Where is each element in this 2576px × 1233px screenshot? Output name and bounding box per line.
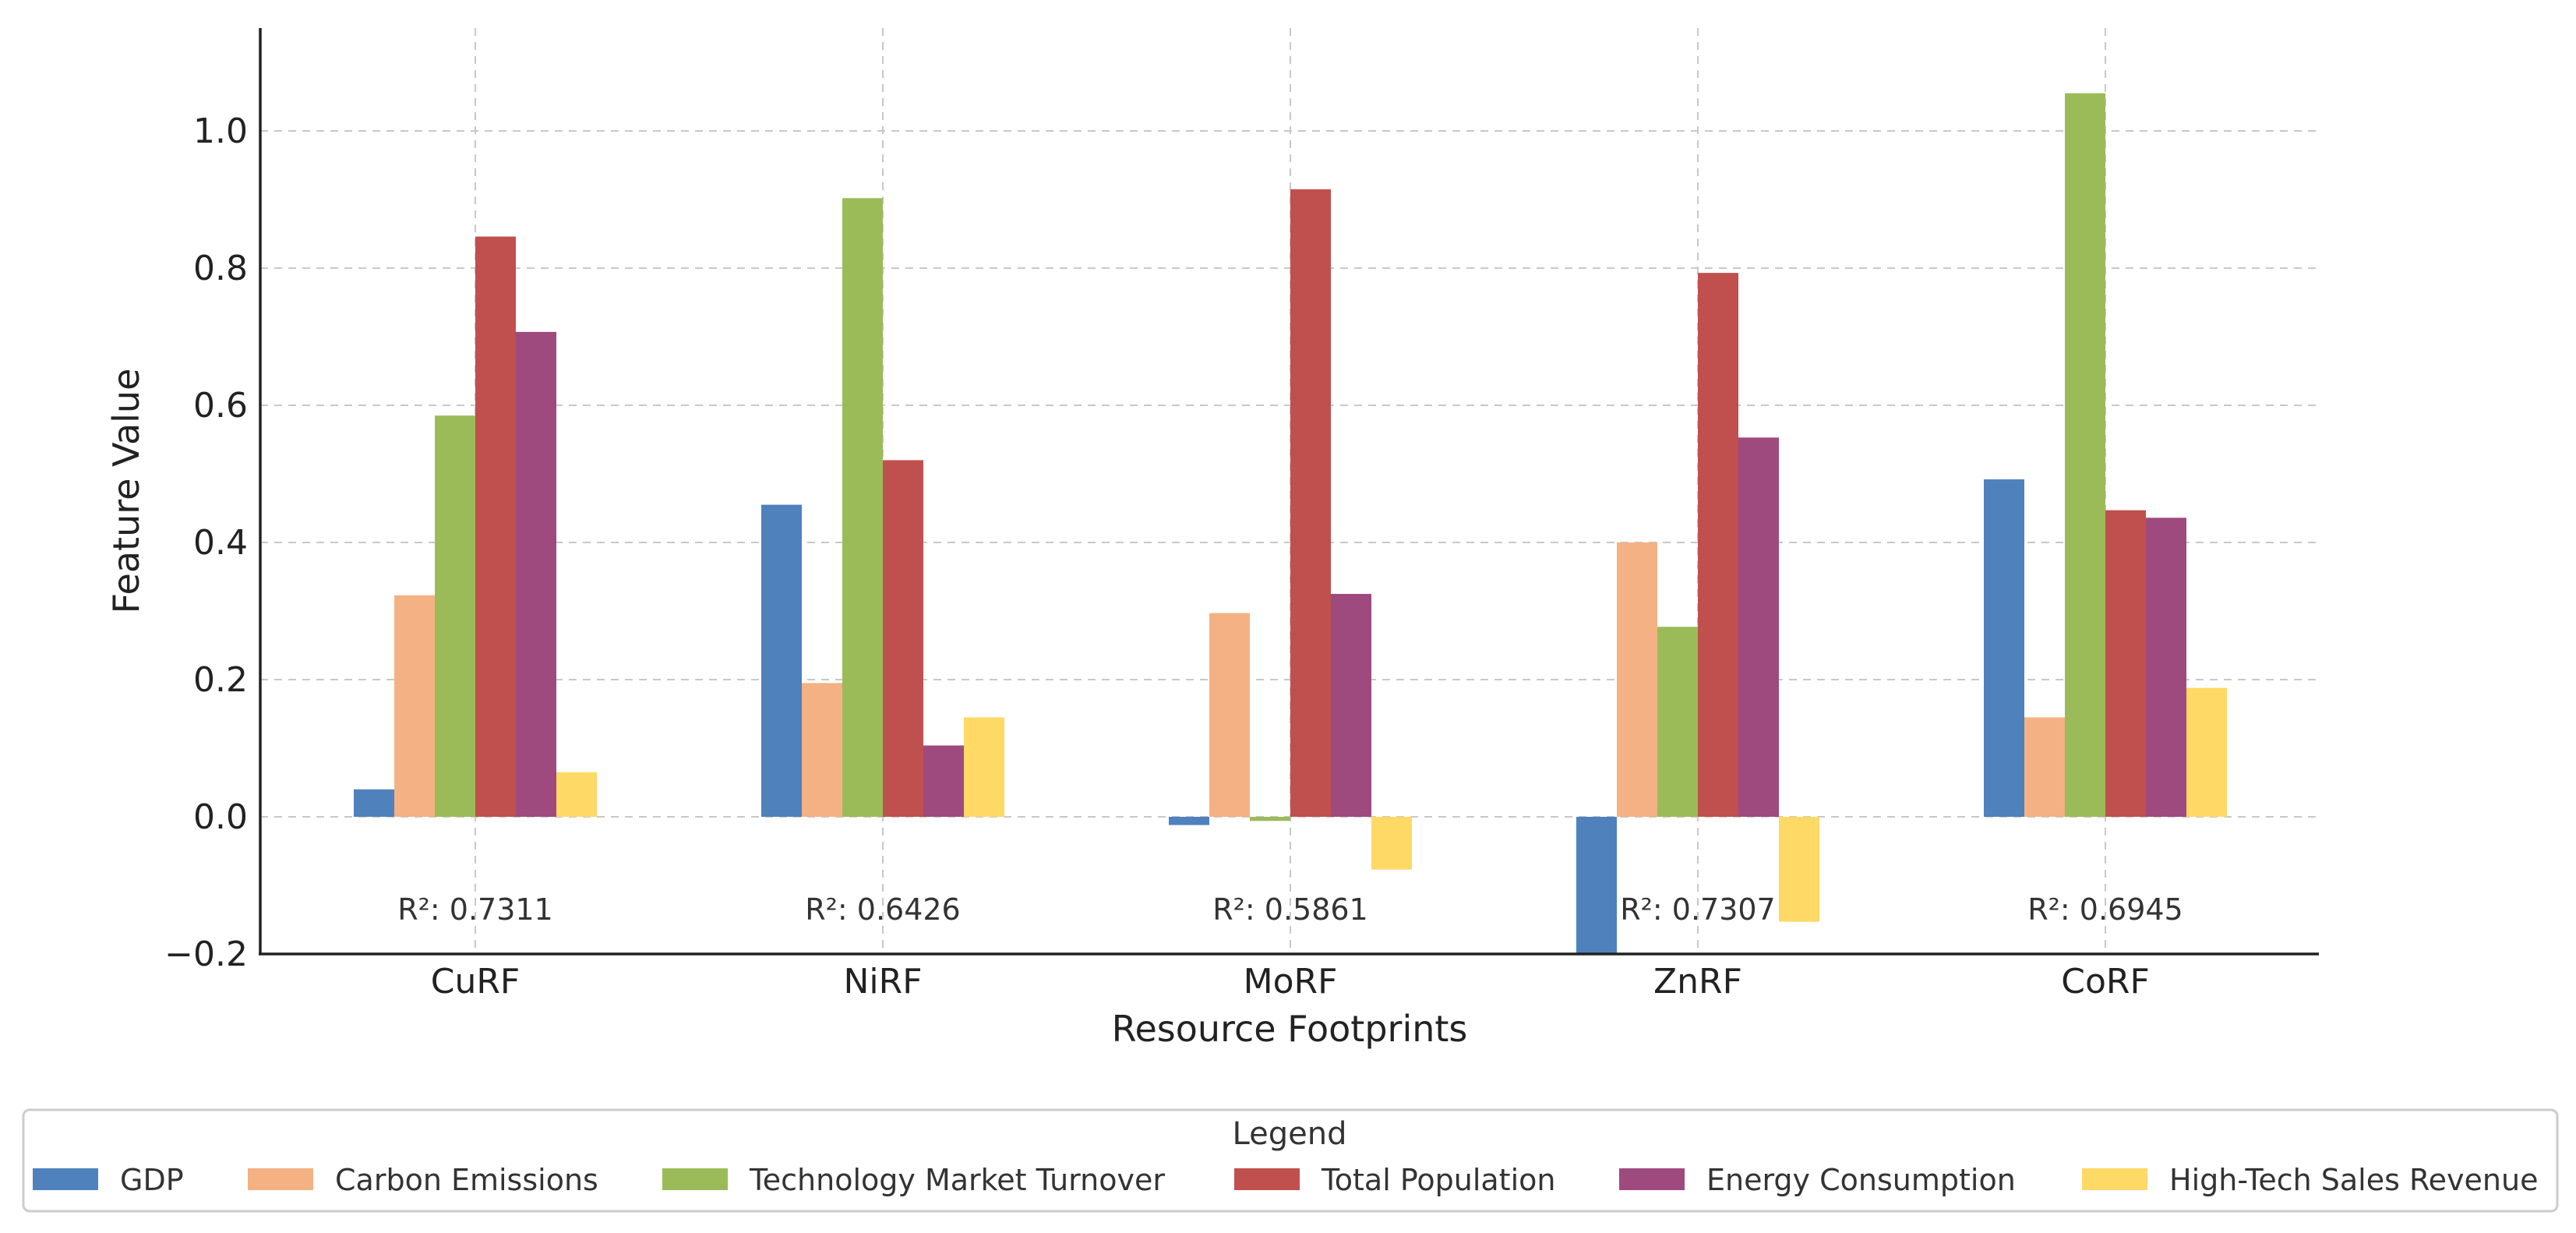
- bar: [1371, 817, 1412, 870]
- legend-swatch: [248, 1168, 313, 1190]
- bar: [802, 683, 842, 817]
- x-tick-label: CoRF: [2061, 962, 2150, 1002]
- bar: [556, 772, 597, 817]
- bar: [475, 236, 516, 817]
- bar: [964, 717, 1004, 817]
- bar: [1698, 273, 1738, 817]
- legend-item-label: Energy Consumption: [1706, 1163, 2016, 1197]
- legend-swatch: [662, 1168, 728, 1190]
- y-tick-label: −0.2: [164, 934, 248, 974]
- bar: [1576, 817, 1617, 954]
- bar: [2024, 717, 2065, 817]
- bar: [1779, 817, 1819, 922]
- x-tick-labels: CuRF NiRF MoRF ZnRF CoRF: [431, 962, 2150, 1002]
- bar: [1617, 542, 1657, 817]
- bar: [1984, 479, 2024, 817]
- y-tick-label: 0.0: [193, 797, 248, 837]
- y-tick-label: 0.4: [193, 523, 248, 563]
- y-tick-label: 0.2: [193, 660, 248, 700]
- axes: [259, 28, 2319, 956]
- bar: [1331, 594, 1371, 817]
- bar: [435, 415, 475, 817]
- r2-label: R²: 0.5861: [1212, 892, 1367, 927]
- x-tick-label: CuRF: [431, 962, 520, 1002]
- legend-title: Legend: [1233, 1116, 1347, 1152]
- bar: [1250, 817, 1290, 821]
- legend-item-label: Total Population: [1321, 1163, 1555, 1197]
- bar: [2186, 687, 2227, 817]
- bar: [1738, 437, 1779, 817]
- r2-label: R²: 0.6945: [2027, 892, 2183, 927]
- y-tick-label: 0.6: [193, 386, 248, 426]
- x-tick-label: ZnRF: [1653, 962, 1742, 1002]
- bar: [883, 460, 923, 817]
- legend-items: GDP Carbon Emissions Technology Market Tur…: [33, 1163, 2538, 1197]
- x-axis-label: Resource Footprints: [1112, 1008, 1468, 1050]
- bar: [354, 789, 394, 817]
- r2-label: R²: 0.7307: [1620, 892, 1775, 927]
- legend-swatch: [1619, 1168, 1685, 1190]
- bar: [842, 198, 883, 818]
- bar: [1657, 627, 1698, 817]
- bar: [761, 504, 802, 817]
- bar: [923, 745, 964, 817]
- x-tick-label: MoRF: [1244, 962, 1338, 1002]
- r2-annotations: R²: 0.7311 R²: 0.6426 R²: 0.5861 R²: 0.7307…: [397, 892, 2183, 927]
- bar: [2146, 518, 2186, 817]
- bar: [516, 331, 556, 818]
- y-tick-labels: −0.2 0.0 0.2 0.4 0.6 0.8 1.0: [164, 111, 248, 974]
- legend-item-label: Carbon Emissions: [335, 1163, 598, 1197]
- r2-label: R²: 0.6426: [805, 892, 960, 927]
- bar: [394, 595, 435, 817]
- bar: [1169, 817, 1209, 825]
- bar: [1209, 613, 1250, 817]
- legend-item-label: GDP: [120, 1163, 184, 1197]
- legend-swatch: [33, 1168, 98, 1190]
- legend-swatch: [1234, 1168, 1300, 1190]
- y-tick-label: 1.0: [193, 111, 248, 151]
- legend: Legend GDP Carbon Emissions Technology Mar…: [22, 1108, 2559, 1213]
- legend-frame: [22, 1108, 2559, 1213]
- bar: [2105, 510, 2146, 817]
- bar: [2065, 93, 2105, 818]
- bars: [354, 93, 2227, 954]
- legend-swatch: [2082, 1168, 2147, 1190]
- x-tick-label: NiRF: [843, 962, 922, 1002]
- y-tick-label: 0.8: [193, 249, 248, 288]
- r2-label: R²: 0.7311: [397, 892, 552, 927]
- legend-item-label: Technology Market Turnover: [749, 1163, 1165, 1197]
- y-axis-label: Feature Value: [105, 369, 147, 614]
- bar: [1290, 189, 1331, 818]
- legend-item-label: High-Tech Sales Revenue: [2169, 1163, 2538, 1197]
